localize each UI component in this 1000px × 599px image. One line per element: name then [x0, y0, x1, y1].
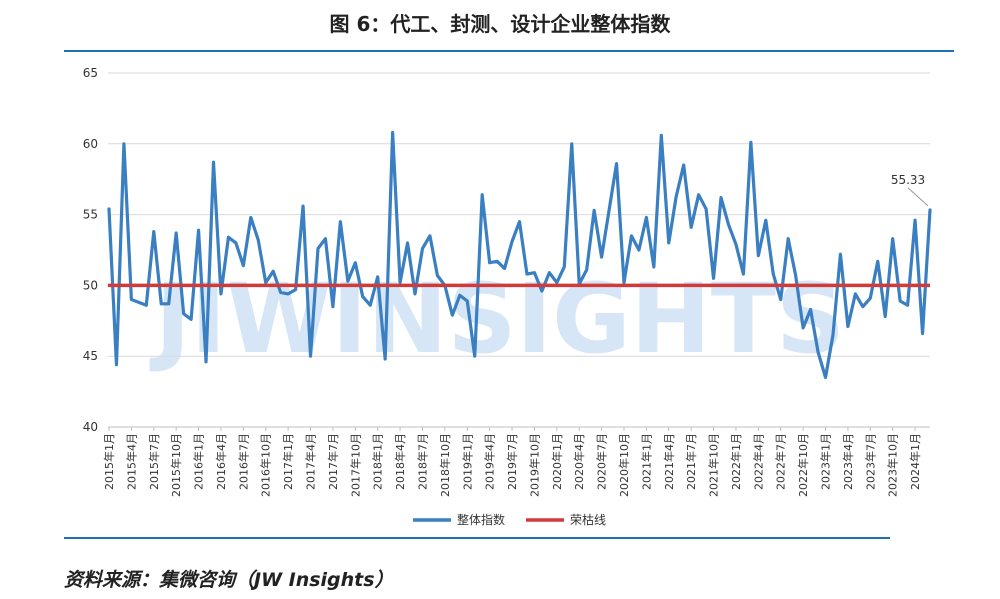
x-tick-label: 2022年4月	[751, 433, 765, 490]
x-tick-label: 2015年1月	[102, 433, 116, 490]
annotation-leader	[907, 187, 929, 207]
y-axis: 40 45 50 55 60 65	[83, 66, 98, 434]
x-tick-label: 2023年1月	[819, 433, 833, 490]
x-tick-label: 2019年1月	[460, 433, 474, 490]
y-tick-label: 65	[83, 66, 98, 80]
x-tick-label: 2016年1月	[192, 433, 206, 490]
y-tick-label: 60	[83, 137, 98, 151]
x-tick-label: 2023年7月	[863, 433, 877, 490]
x-tick-label: 2017年1月	[281, 433, 295, 490]
legend-label: 整体指数	[457, 512, 505, 527]
x-tick-label: 2018年1月	[371, 433, 385, 490]
x-tick-label: 2020年1月	[550, 433, 564, 490]
x-tick-label: 2018年4月	[393, 433, 407, 490]
x-tick-label: 2017年7月	[326, 433, 340, 490]
source-note: 资料来源：集微咨询（JW Insights）	[64, 569, 394, 591]
y-tick-label: 55	[83, 208, 98, 222]
x-tick-label: 2023年4月	[841, 433, 855, 490]
x-tick-label: 2022年1月	[729, 433, 743, 490]
x-tick-label: 2020年10月	[617, 433, 631, 497]
watermark-text: JIWINSIGHTS	[149, 263, 845, 375]
x-tick-label: 2015年10月	[169, 433, 183, 497]
x-tick-label: 2015年4月	[124, 433, 138, 490]
x-tick-label: 2020年4月	[572, 433, 586, 490]
bottom-rule	[64, 537, 890, 539]
legend-item-rongkuxian: 荣枯线	[526, 512, 606, 527]
x-tick-label: 2017年10月	[348, 433, 362, 497]
x-tick-label: 2022年7月	[774, 433, 788, 490]
legend-label: 荣枯线	[570, 512, 606, 527]
x-tick-label: 2015年7月	[147, 433, 161, 490]
series-line-overall-index	[107, 130, 932, 380]
x-tick-label: 2016年4月	[214, 433, 228, 490]
x-axis: 2015年1月 2015年4月 2015年7月 2015年10月 2016年1月 2016…	[102, 426, 930, 497]
x-tick-label: 2022年10月	[796, 433, 810, 497]
x-tick-label: 2024年1月	[908, 433, 922, 490]
annotation-label: 55.33	[891, 173, 925, 187]
x-tick-label: 2017年4月	[304, 433, 318, 490]
x-tick-label: 2021年4月	[662, 433, 676, 490]
y-tick-label: 45	[83, 349, 98, 363]
x-tick-label: 2021年7月	[684, 433, 698, 490]
x-tick-label: 2019年10月	[527, 433, 541, 497]
x-tick-label: 2016年10月	[259, 433, 273, 497]
annotations: 55.33	[891, 173, 929, 207]
legend: 整体指数 荣枯线	[413, 512, 606, 527]
x-tick-label: 2021年1月	[639, 433, 653, 490]
x-tick-label: 2023年10月	[886, 433, 900, 497]
chart-title: 图 6：代工、封测、设计企业整体指数	[329, 12, 671, 36]
x-tick-label: 2018年7月	[415, 433, 429, 490]
x-tick-label: 2016年7月	[236, 433, 250, 490]
x-tick-label: 2020年7月	[595, 433, 609, 490]
y-tick-label: 50	[83, 278, 98, 292]
x-tick-label: 2018年10月	[438, 433, 452, 497]
y-tick-label: 40	[83, 420, 98, 434]
series-group	[107, 130, 932, 380]
x-tick-label: 2019年4月	[483, 433, 497, 490]
top-rule	[64, 50, 954, 52]
x-tick-label: 2021年10月	[707, 433, 721, 497]
legend-item-overall-index: 整体指数	[413, 512, 505, 527]
x-tick-label: 2019年7月	[505, 433, 519, 490]
